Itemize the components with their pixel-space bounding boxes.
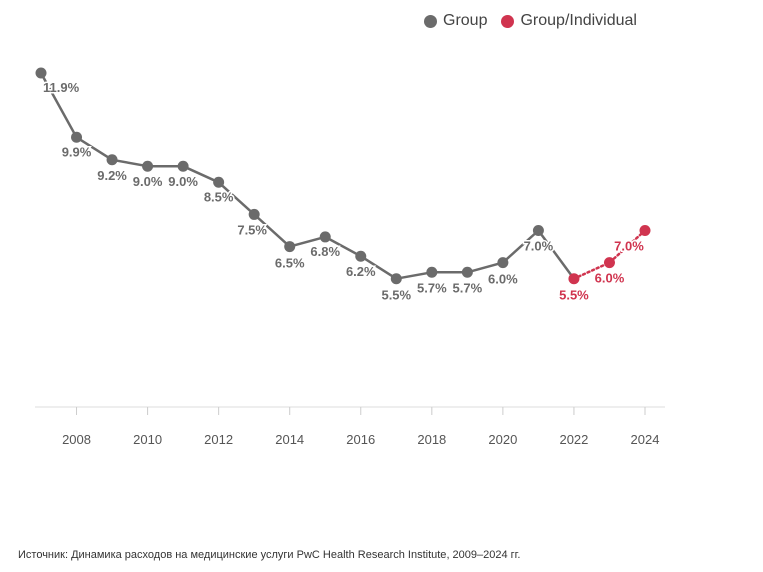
data-label-group-2018: 5.7%: [417, 280, 447, 295]
data-label-group-2015: 6.8%: [310, 244, 340, 259]
data-point-group-2012[interactable]: [213, 176, 225, 188]
data-point-group-2008[interactable]: [71, 131, 83, 143]
data-label-group-2009: 9.2%: [97, 168, 127, 183]
x-tick-label-2018: 2018: [417, 432, 446, 447]
x-tick-label-2012: 2012: [204, 432, 233, 447]
legend-dot-group-individual-icon: [501, 14, 515, 28]
x-tick-label-2016: 2016: [346, 432, 375, 447]
data-label-group-2008: 9.9%: [62, 144, 92, 159]
data-label-group-2014: 6.5%: [275, 256, 305, 271]
data-point-group-2009[interactable]: [106, 154, 118, 166]
data-label-group-individual-2023: 6.0%: [595, 271, 625, 286]
data-label-group-2016: 6.2%: [346, 264, 376, 279]
x-tick-label-2020: 2020: [488, 432, 517, 447]
data-label-group-2010: 9.0%: [133, 174, 163, 189]
x-tick-label-2022: 2022: [559, 432, 588, 447]
data-point-group-2016[interactable]: [355, 250, 367, 262]
source-prefix: Источник: Динамика расходов на медицинск…: [18, 549, 297, 561]
data-point-group-2017[interactable]: [390, 273, 402, 285]
data-label-group-2013: 7.5%: [237, 222, 267, 237]
data-point-group-2021[interactable]: [532, 225, 544, 236]
source-note: Источник: Динамика расходов на медицинск…: [18, 549, 520, 561]
x-tick-label-2024: 2024: [631, 432, 660, 447]
x-tick-label-2008: 2008: [62, 432, 91, 447]
data-point-group-2018[interactable]: [426, 266, 438, 278]
x-tick-label-2014: 2014: [275, 432, 304, 447]
legend: Group Group/Individual: [424, 12, 637, 30]
data-label-group-2021: 7.0%: [524, 239, 554, 254]
data-point-group-2019[interactable]: [461, 266, 473, 278]
legend-item-group[interactable]: Group: [424, 12, 487, 30]
data-label-group-2019: 5.7%: [453, 280, 483, 295]
series-line-group: [39, 71, 576, 280]
data-point-group-2015[interactable]: [319, 231, 331, 243]
source-suffix: , 2009–2024 гг.: [446, 549, 521, 561]
data-point-group-individual-2024[interactable]: [639, 225, 651, 236]
data-point-group-individual-2022[interactable]: [568, 273, 580, 285]
data-point-group-2014[interactable]: [284, 241, 296, 253]
data-point-group-2011[interactable]: [177, 160, 189, 172]
source-link[interactable]: PwC Health Research Institute: [296, 549, 447, 561]
data-label-group-2020: 6.0%: [488, 272, 518, 287]
data-label-group-2017: 5.5%: [381, 288, 411, 303]
legend-item-group-individual[interactable]: Group/Individual: [501, 12, 637, 30]
data-point-group-2007[interactable]: [35, 67, 47, 79]
data-label-group-2007: 11.9%: [43, 80, 80, 95]
legend-label-group: Group: [443, 12, 488, 29]
data-point-group-2020[interactable]: [497, 257, 509, 269]
data-label-group-individual-2022: 5.5%: [559, 288, 589, 303]
data-label-group-individual-2024: 7.0%: [614, 239, 644, 254]
data-label-group-2011: 9.0%: [168, 174, 198, 189]
data-label-group-2012: 8.5%: [204, 189, 234, 204]
legend-label-group-individual: Group/Individual: [520, 12, 637, 29]
data-point-group-individual-2023[interactable]: [603, 257, 615, 269]
x-tick-label-2010: 2010: [133, 432, 162, 447]
legend-dot-group-icon: [424, 14, 437, 28]
data-point-group-2010[interactable]: [142, 160, 154, 172]
data-point-group-2013[interactable]: [248, 208, 260, 220]
